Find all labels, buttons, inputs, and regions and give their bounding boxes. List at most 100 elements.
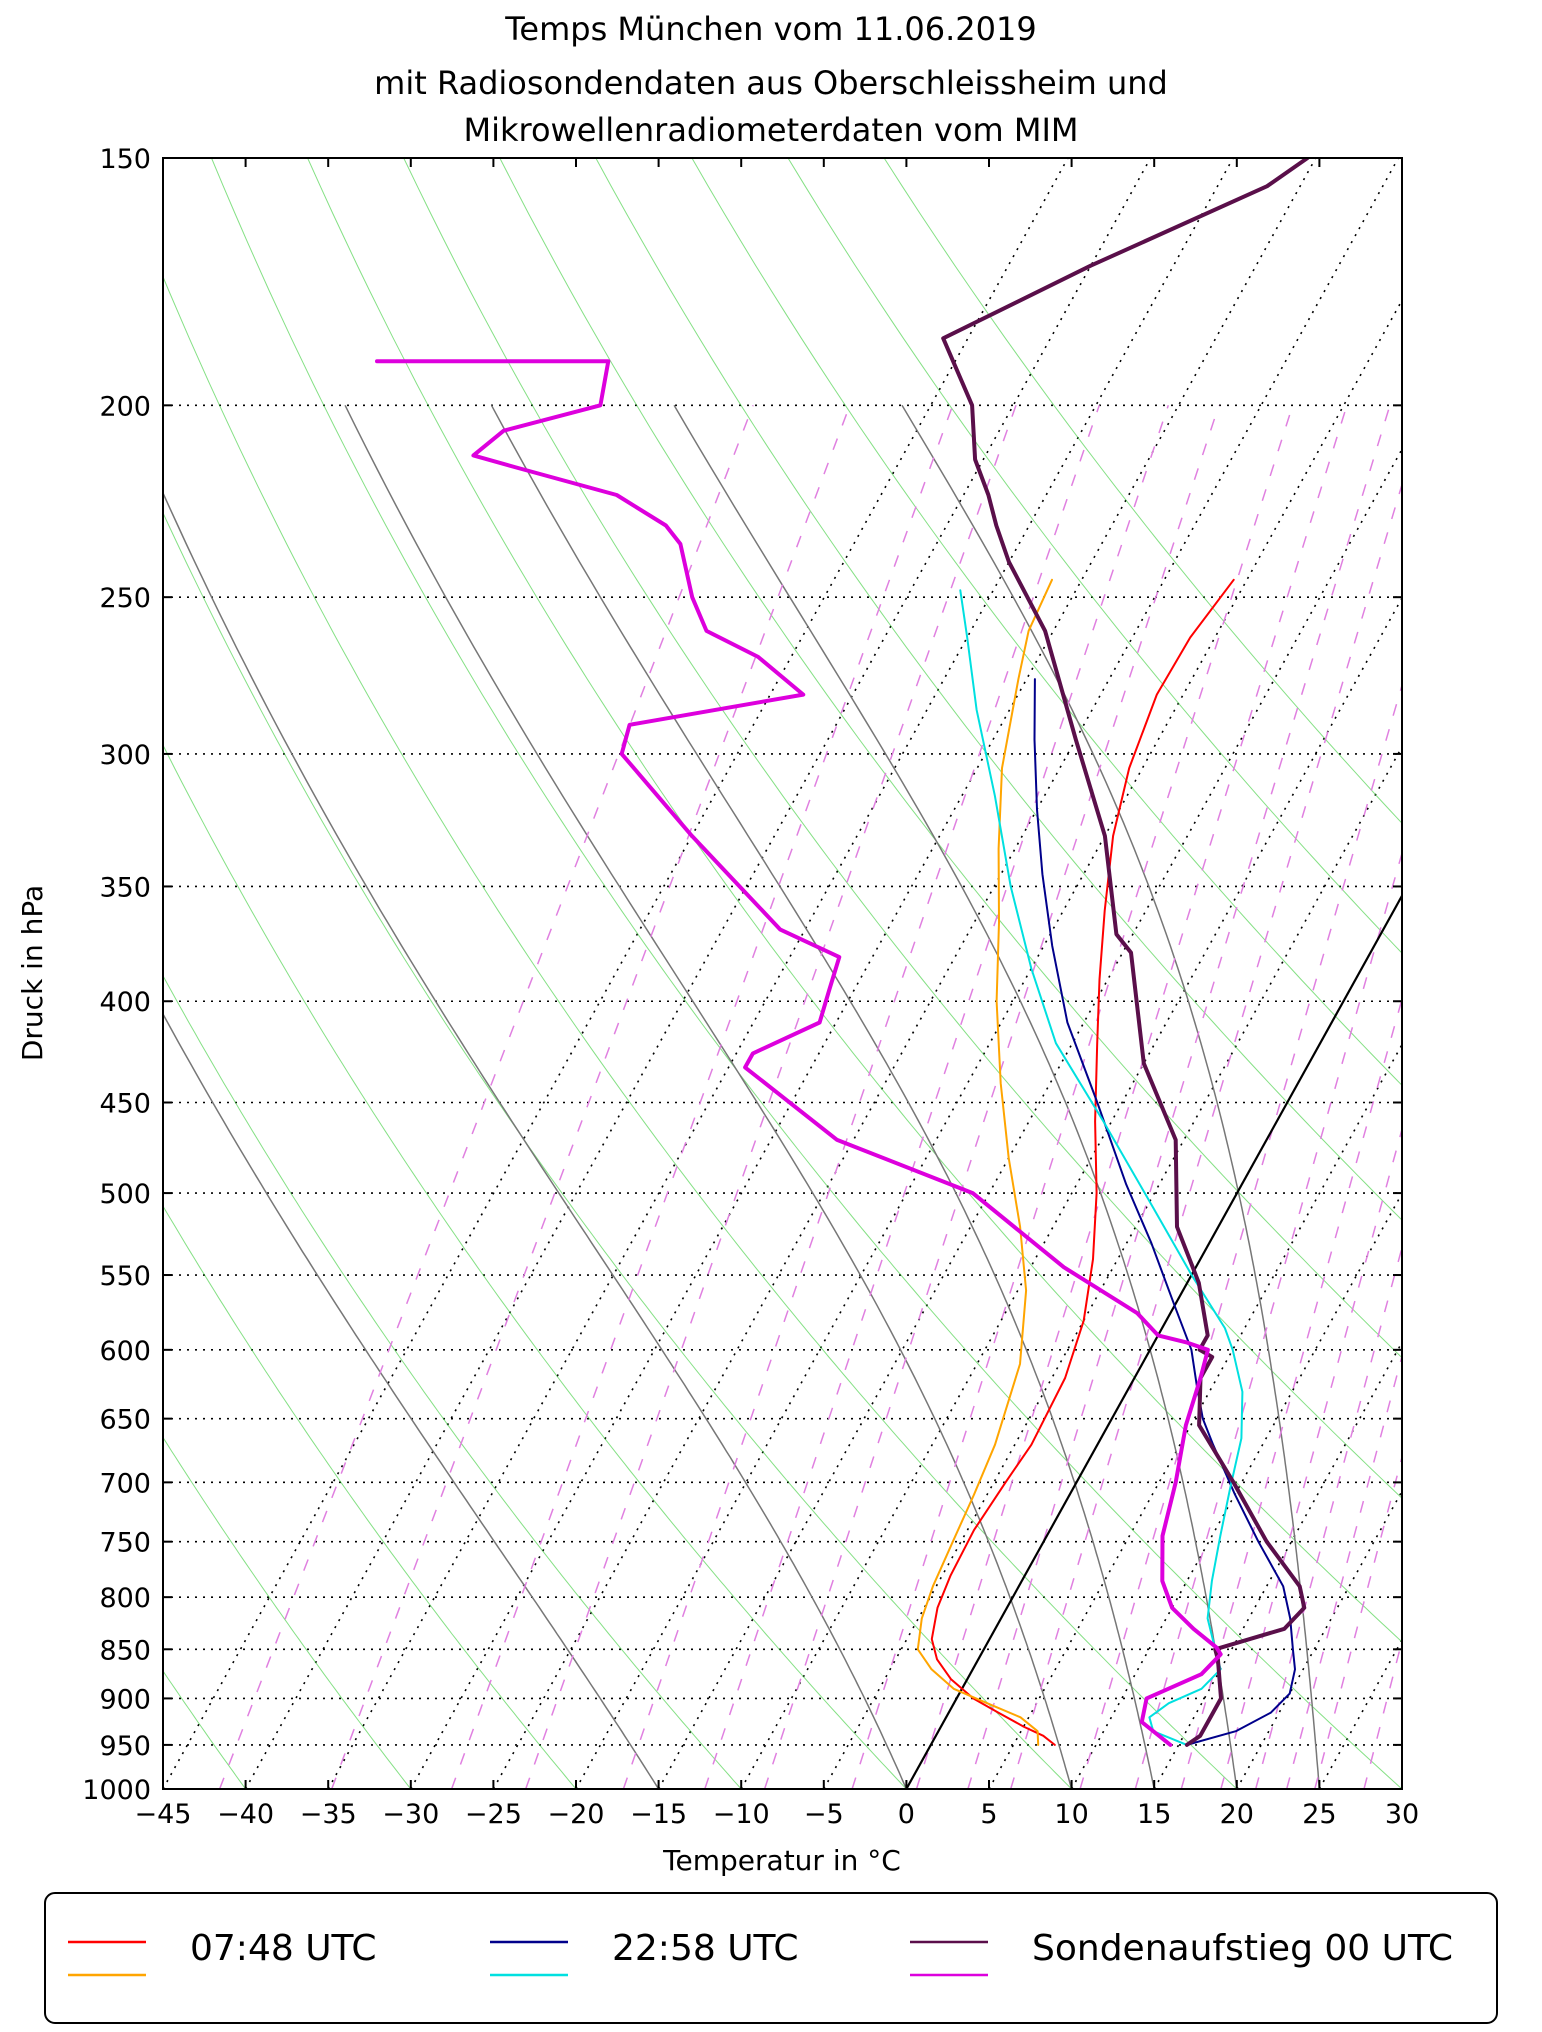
legend-label: Sondenaufstieg 00 UTC — [1032, 1928, 1453, 1969]
dry-adiabat--40 — [163, 1670, 247, 1789]
dry-adiabat-10 — [163, 511, 1073, 1789]
x-tick-label: 5 — [980, 1799, 997, 1830]
profile-series — [375, 158, 1310, 1747]
isotherm-0 — [905, 894, 1402, 1789]
isotherm--40 — [244, 158, 1152, 1789]
dry-adiabat-30 — [210, 158, 1402, 1789]
mixing-ratio-0.2 — [330, 405, 851, 1789]
x-tick-label: 20 — [1220, 1799, 1254, 1830]
series-line-1 — [916, 578, 1053, 1746]
isotherm-30 — [1401, 1787, 1402, 1789]
dry-adiabat-lines — [163, 158, 1402, 1789]
y-tick-label: 150 — [99, 144, 151, 175]
mixing-ratio-0.4 — [450, 405, 954, 1789]
isotherm--30 — [409, 158, 1317, 1789]
chart-title-line-1: Temps München vom 11.06.2019 — [504, 10, 1036, 48]
y-tick-label: 750 — [99, 1528, 151, 1559]
x-tick-label: −45 — [135, 1799, 192, 1830]
chart-title-line-2: mit Radiosondendaten aus Oberschleisshei… — [374, 64, 1168, 102]
moist-adiabat-lines — [163, 404, 1321, 1789]
dry-adiabat-20 — [163, 275, 1238, 1789]
mixing-ratio-1.5 — [704, 405, 1170, 1789]
dry-adiabat-100 — [883, 158, 1402, 824]
isotherm--45 — [163, 158, 1069, 1789]
mixing-ratio-28 — [1406, 405, 1542, 1789]
mixing-ratio-4 — [915, 405, 1348, 1789]
y-tick-label: 450 — [99, 1089, 151, 1120]
isotherm-35 — [1461, 0, 1542, 1831]
x-tick-label: −30 — [382, 1799, 439, 1830]
isotherm--5 — [822, 745, 1402, 1789]
x-tick-label: 25 — [1302, 1799, 1336, 1830]
chart-title-line-3: Mikrowellenradiometerdaten vom MIM — [463, 111, 1078, 149]
mixing-ratio-10 — [1134, 850, 1402, 1789]
y-tick-label: 600 — [99, 1336, 151, 1367]
plot-frame — [162, 157, 1403, 1790]
legend-label: 22:58 UTC — [612, 1928, 799, 1969]
moist-adiabat-20 — [673, 404, 1238, 1789]
mixing-ratio-2 — [763, 405, 1220, 1789]
legend: 07:48 UTC 22:58 UTC Sondenaufstieg 00 UTC — [44, 1892, 1498, 2024]
y-tick-label: 500 — [99, 1179, 151, 1210]
isotherm--35 — [327, 158, 1235, 1789]
dry-adiabat-0 — [163, 744, 908, 1789]
moist-adiabat-0 — [163, 491, 908, 1789]
mixing-ratio-24 — [1363, 1637, 1402, 1789]
y-tick-label: 900 — [99, 1684, 151, 1715]
x-tick-label: −40 — [217, 1799, 274, 1830]
reference-isotherm-line — [905, 893, 1402, 1789]
x-tick-label: −25 — [465, 1799, 522, 1830]
legend-frame — [44, 1892, 1498, 2024]
y-tick-label: 400 — [99, 987, 151, 1018]
y-tick-label: 650 — [99, 1405, 151, 1436]
mixing-ratio-3 — [851, 405, 1294, 1789]
isotherm--10 — [740, 596, 1402, 1789]
mixing-ratio-18 — [1285, 1353, 1402, 1789]
y-tick-label: 250 — [99, 583, 151, 614]
isotherm--25 — [492, 158, 1400, 1789]
y-tick-label: 1000 — [82, 1775, 151, 1806]
y-tick-label: 850 — [99, 1635, 151, 1666]
moist-adiabat-10 — [344, 404, 1073, 1789]
isotherm-15 — [1153, 1340, 1402, 1789]
x-tick-label: −35 — [300, 1799, 357, 1830]
series-line-4 — [941, 158, 1310, 1747]
mixing-ratio-16 — [1254, 1244, 1402, 1789]
dry-adiabat--30 — [163, 1436, 412, 1789]
isotherm-20 — [1235, 1489, 1402, 1789]
x-tick-label: −10 — [713, 1799, 770, 1830]
mixing-ratio-12 — [1180, 996, 1402, 1789]
moist-adiabat-15 — [490, 404, 1155, 1789]
x-tick-label: 0 — [898, 1799, 915, 1830]
y-axis-ticks: 150 200 250 300 350 400 450 500 550 600 650 700 750 8… — [82, 144, 1402, 1806]
dry-adiabat--10 — [163, 974, 742, 1789]
y-tick-label: 550 — [99, 1261, 151, 1292]
legend-label: 07:48 UTC — [190, 1928, 377, 1969]
y-tick-label: 300 — [99, 740, 151, 771]
isotherm-5 — [988, 1042, 1402, 1789]
isotherm-25 — [1318, 1638, 1402, 1789]
dry-adiabat-90 — [787, 158, 1402, 954]
x-tick-label: −5 — [804, 1799, 844, 1830]
mixing-ratio-1 — [622, 405, 1101, 1789]
dry-adiabat-80 — [691, 158, 1402, 1087]
dry-adiabat-40 — [307, 158, 1402, 1643]
y-tick-label: 950 — [99, 1731, 151, 1762]
mixing-ratio-0.6 — [524, 405, 1017, 1789]
mixing-ratio-20 — [1314, 1454, 1402, 1789]
y-tick-label: 200 — [99, 391, 151, 422]
moist-adiabat--15 — [163, 1012, 660, 1789]
mixing-ratio-5 — [967, 405, 1391, 1789]
y-axis-label: Druck in hPa — [16, 885, 49, 1061]
plot-area — [163, 0, 1542, 1831]
y-tick-label: 350 — [99, 872, 151, 903]
x-tick-label: 15 — [1137, 1799, 1171, 1830]
dry-adiabat--20 — [163, 1205, 577, 1789]
isotherm--20 — [575, 298, 1402, 1789]
y-tick-label: 700 — [99, 1468, 151, 1499]
moist-adiabat-25 — [901, 404, 1321, 1789]
mixing-ratio-6 — [1009, 482, 1402, 1789]
x-axis-ticks: −45 −40 −35 −30 −25 −20 −15 −10 −5 0 5 10 15 20 25 30 — [135, 158, 1419, 1830]
x-axis-label: Temperatur in °C — [662, 1844, 901, 1877]
isotherm-10 — [1070, 1191, 1402, 1789]
